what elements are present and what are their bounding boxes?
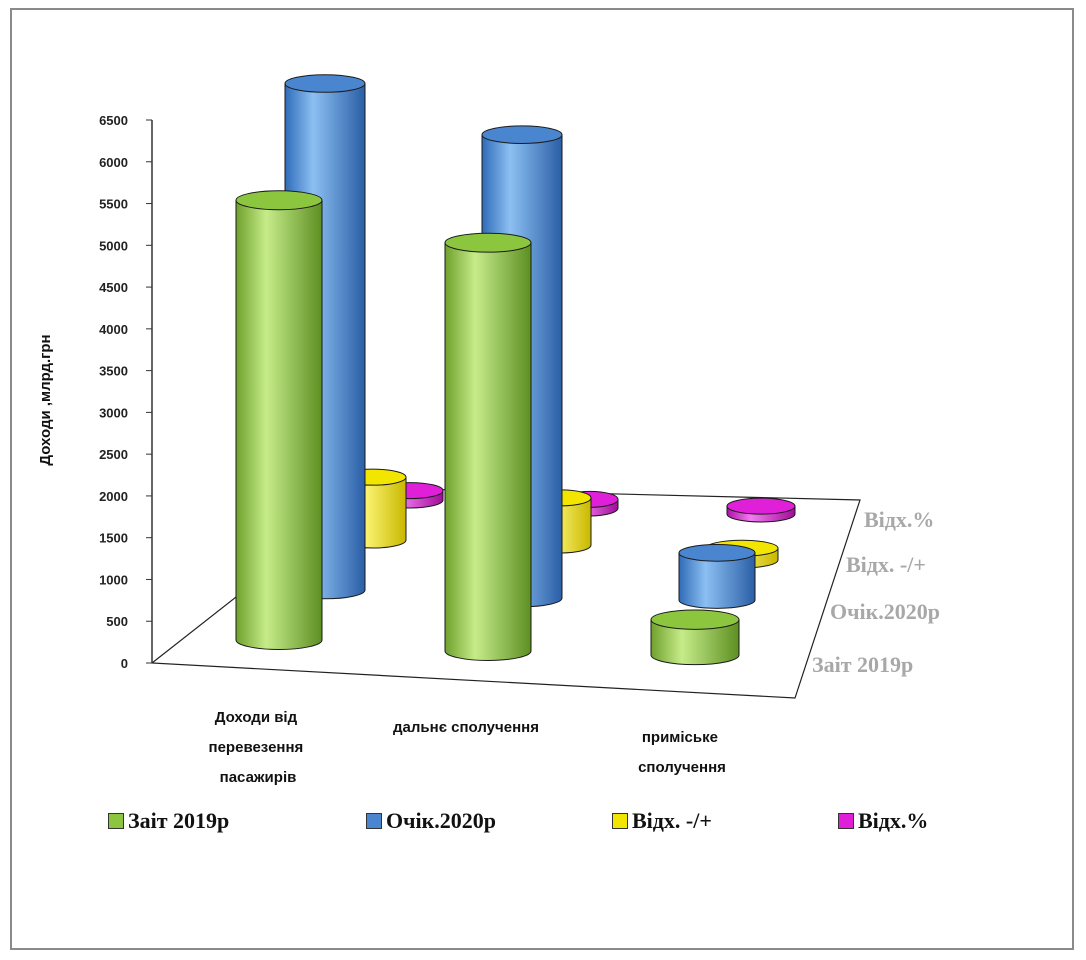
series-label-0: Заіт 2019р xyxy=(812,652,913,677)
y-tick-label: 6000 xyxy=(99,155,128,170)
y-tick-label: 5000 xyxy=(99,238,128,253)
bars xyxy=(235,74,796,666)
y-tick-label: 2500 xyxy=(99,447,128,462)
bar-top xyxy=(481,125,563,144)
bar-0-0 xyxy=(235,190,323,650)
y-tick-label: 500 xyxy=(106,614,128,629)
y-tick-label: 1000 xyxy=(99,572,128,587)
y-tick-label: 3500 xyxy=(99,364,128,379)
bar-body xyxy=(650,619,740,666)
bar-body xyxy=(444,242,532,661)
y-tick-label: 2000 xyxy=(99,489,128,504)
bar-0-1 xyxy=(444,232,532,661)
bar-top xyxy=(444,232,532,253)
legend-swatch xyxy=(612,813,628,829)
bar-body xyxy=(235,199,323,650)
category-label-1: Доходи від перевезення пасажирів xyxy=(209,709,308,786)
y-ticks: 0 500 1000 1500 2000 2500 3000 3500 4000 4500 5000… xyxy=(99,113,152,671)
y-axis-label: Доходи ,млрд.грн xyxy=(37,334,54,465)
legend-item-3: Відх.% xyxy=(838,808,928,834)
bar-top xyxy=(726,497,796,515)
y-tick-label: 4500 xyxy=(99,280,128,295)
y-tick-label: 6500 xyxy=(99,113,128,128)
bar-top xyxy=(235,190,323,211)
category-label-2: дальнє сполучення xyxy=(393,719,539,736)
y-tick-label: 1500 xyxy=(99,531,128,546)
legend-label: Очік.2020р xyxy=(386,808,497,833)
y-tick-label: 4000 xyxy=(99,322,128,337)
series-label-3: Відх.% xyxy=(864,507,934,532)
legend-item-0: Заіт 2019р xyxy=(108,808,229,834)
legend-swatch xyxy=(366,813,382,829)
bar-top xyxy=(284,74,366,93)
bar-top xyxy=(678,544,756,562)
legend-item-2: Відх. -/+ xyxy=(612,808,712,834)
bar-3-2 xyxy=(726,497,796,523)
bar-1-2 xyxy=(678,544,756,609)
bar-0-2 xyxy=(650,609,740,666)
legend-label: Відх. -/+ xyxy=(632,808,712,833)
y-tick-label: 3000 xyxy=(99,405,128,420)
series-label-2: Відх. -/+ xyxy=(846,552,926,577)
category-label-3: приміське сполучення xyxy=(638,729,726,776)
bar-body xyxy=(678,552,756,609)
legend-swatch xyxy=(108,813,124,829)
legend-label: Заіт 2019р xyxy=(128,808,230,833)
legend-swatch xyxy=(838,813,854,829)
y-tick-label: 5500 xyxy=(99,197,128,212)
legend: Заіт 2019р Очік.2020р Відх. -/+ Відх.% xyxy=(0,808,1086,848)
series-label-1: Очік.2020р xyxy=(830,599,940,624)
legend-item-1: Очік.2020р xyxy=(366,808,496,834)
y-tick-label: 0 xyxy=(121,656,128,671)
bar-top xyxy=(650,609,740,630)
legend-label: Відх.% xyxy=(858,808,929,833)
